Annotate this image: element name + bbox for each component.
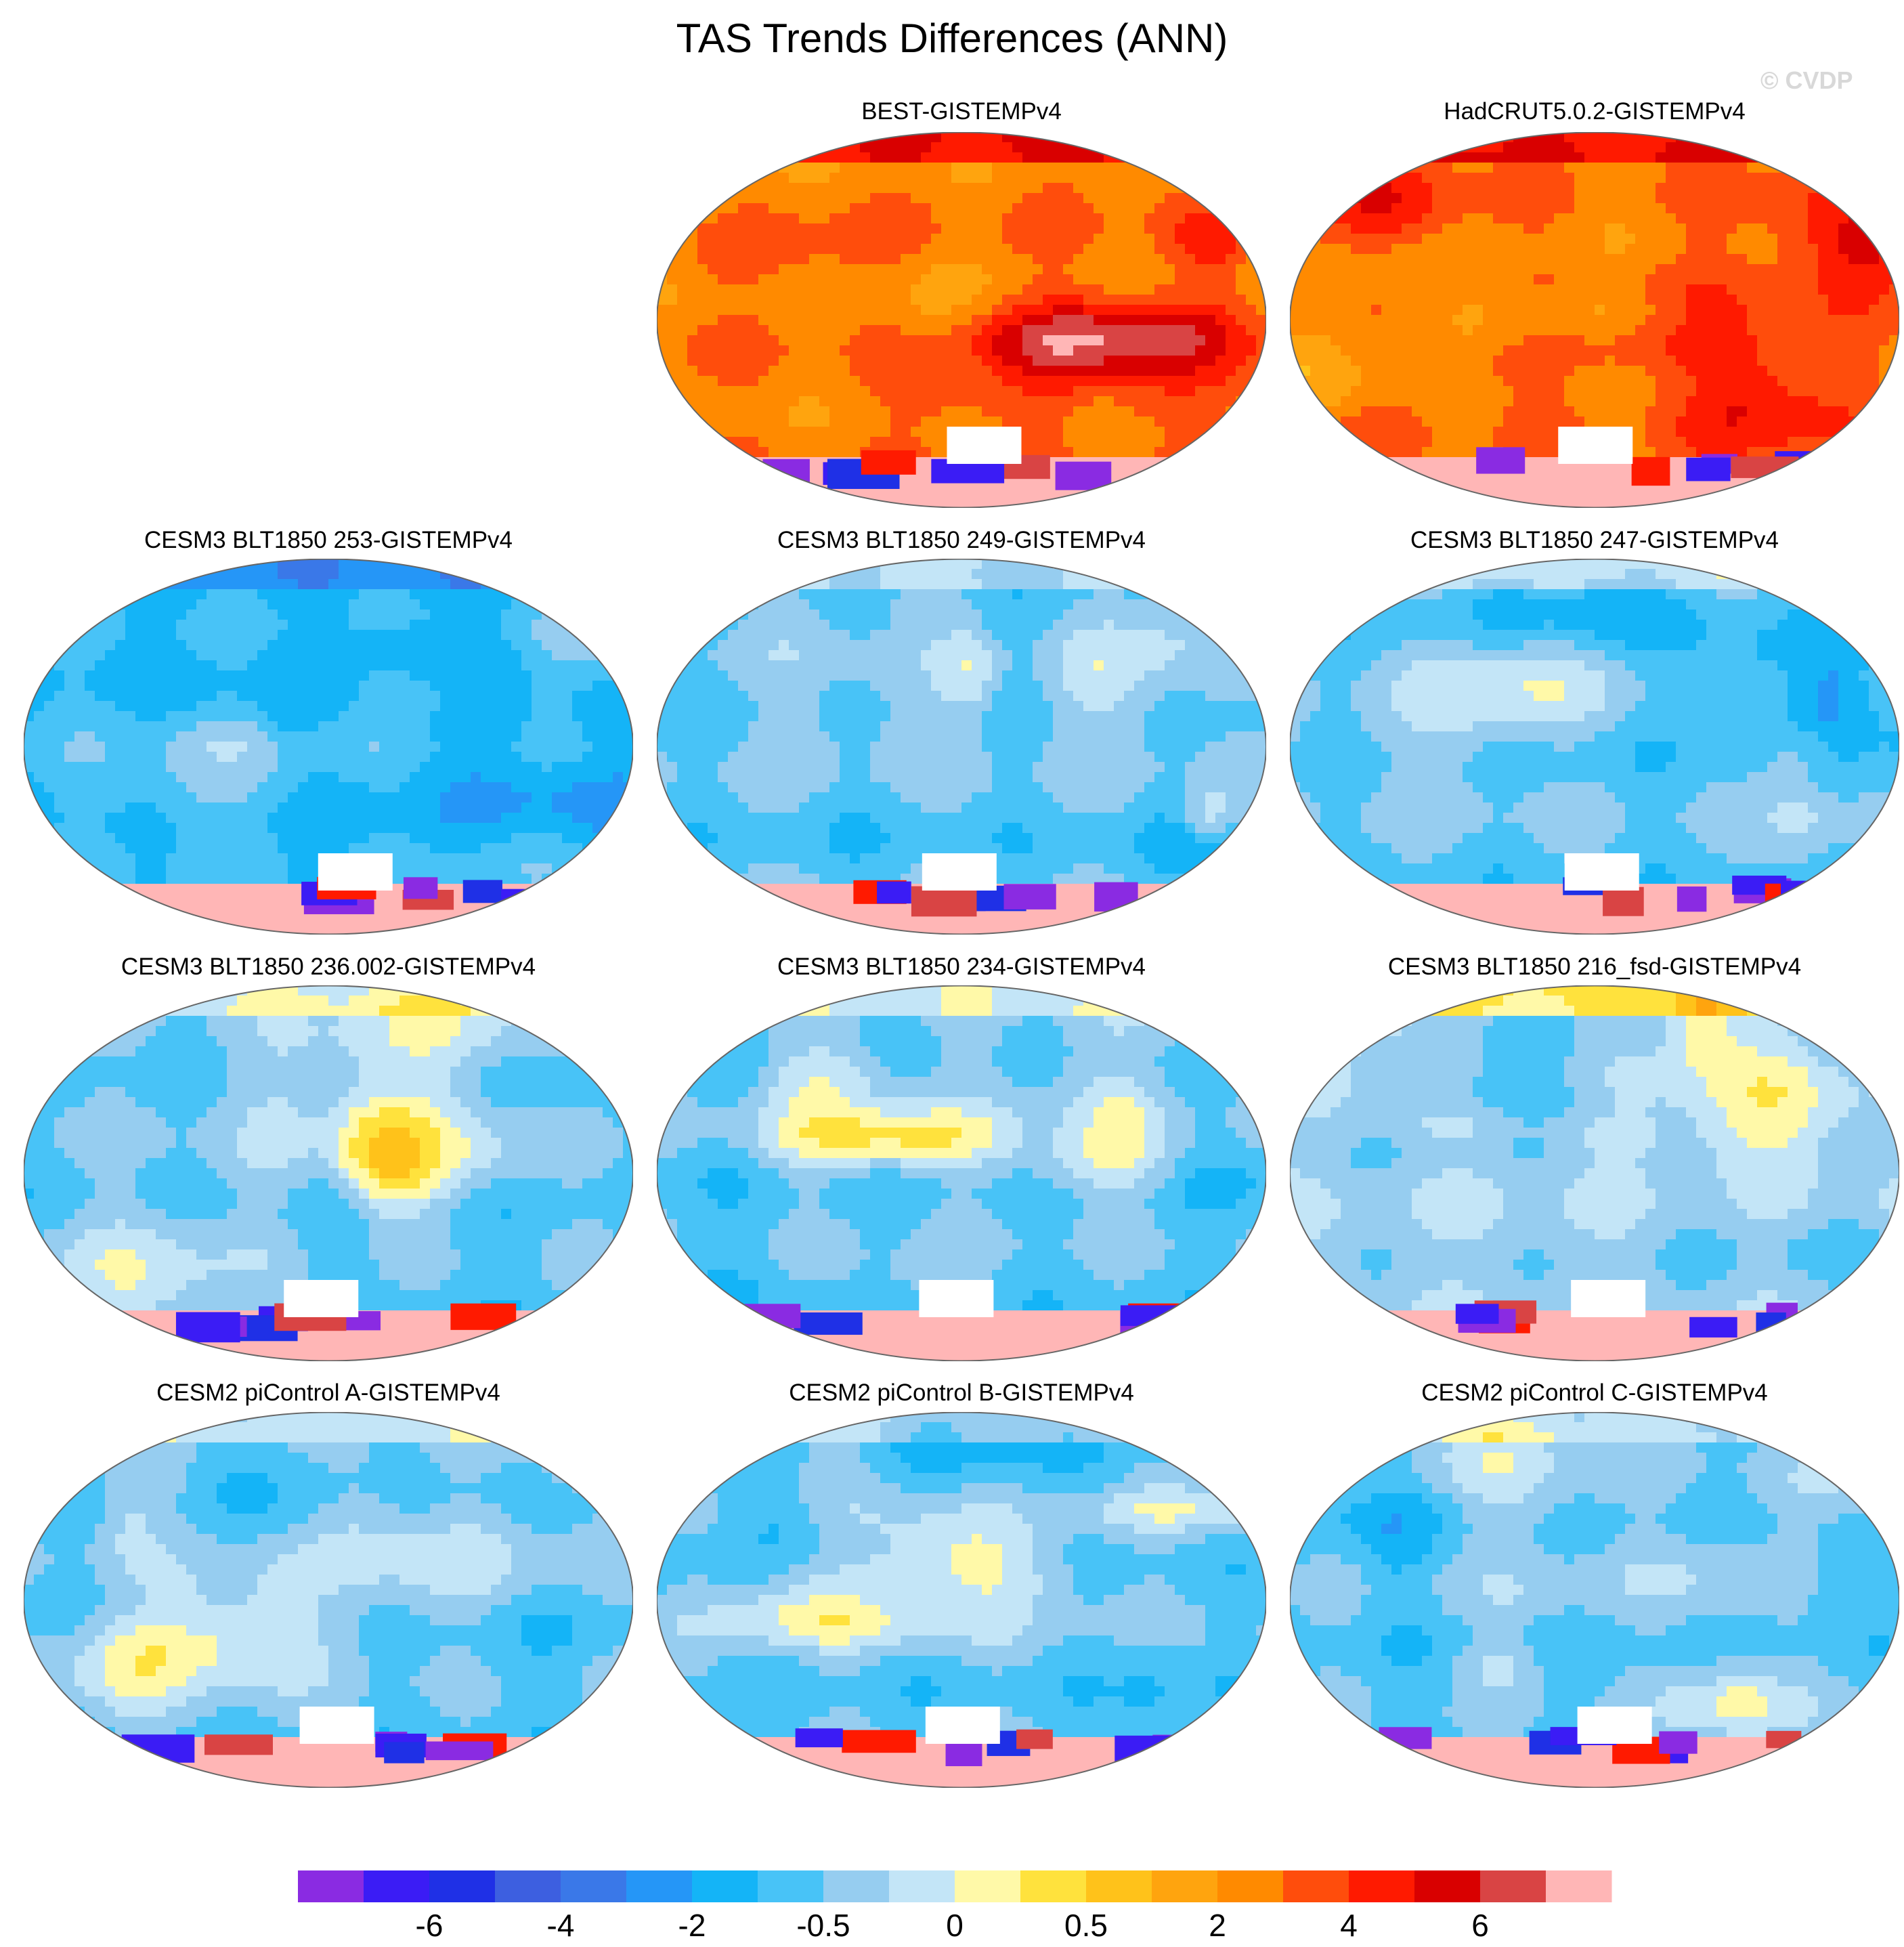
map-pia (24, 1412, 633, 1788)
figure-title: TAS Trends Differences (ANN) (0, 15, 1904, 62)
map-outline (657, 559, 1266, 935)
colorbar-box (364, 1870, 430, 1902)
map-c216 (1290, 985, 1899, 1361)
colorbar-box (692, 1870, 758, 1902)
map-outline (24, 1412, 633, 1788)
panel-title-best: BEST-GISTEMPv4 (643, 98, 1280, 125)
colorbar-box (626, 1870, 693, 1902)
colorbar-tick-label: -0.5 (796, 1908, 850, 1943)
map-outline (657, 1412, 1266, 1788)
map-c236 (24, 985, 633, 1361)
map-pic (1290, 1412, 1899, 1788)
colorbar-tick-label: -6 (416, 1908, 443, 1943)
colorbar-box (429, 1870, 496, 1902)
watermark: © CVDP (1760, 66, 1853, 95)
colorbar-tick-label: 2 (1209, 1908, 1226, 1943)
map-field-hadcrut (1290, 132, 1899, 508)
map-field-c216 (1290, 985, 1899, 1361)
map-field-pib (657, 1412, 1266, 1788)
map-c234 (657, 985, 1266, 1361)
colorbar-box (1086, 1870, 1152, 1902)
map-field-c236 (24, 985, 633, 1361)
colorbar-box (1217, 1870, 1284, 1902)
map-field-pic (1290, 1412, 1899, 1788)
colorbar-box (1414, 1870, 1481, 1902)
colorbar-tick-label: 0.5 (1064, 1908, 1108, 1943)
panel-title-hadcrut: HadCRUT5.0.2-GISTEMPv4 (1276, 98, 1904, 125)
map-field-c234 (657, 985, 1266, 1361)
map-outline (24, 559, 633, 935)
colorbar-tick-label: -4 (547, 1908, 575, 1943)
map-field-c249 (657, 559, 1266, 935)
colorbar-box (1283, 1870, 1349, 1902)
colorbar-box (889, 1870, 955, 1902)
colorbar-box (758, 1870, 824, 1902)
colorbar-tick-label: 4 (1340, 1908, 1358, 1943)
map-outline (24, 985, 633, 1361)
colorbar-box (1020, 1870, 1087, 1902)
map-field-pia (24, 1412, 633, 1788)
panel-title-pia: CESM2 piControl A-GISTEMPv4 (10, 1379, 647, 1407)
map-outline (1290, 1412, 1899, 1788)
panel-title-c249: CESM3 BLT1850 249-GISTEMPv4 (643, 527, 1280, 554)
map-outline (1290, 985, 1899, 1361)
map-c253 (24, 559, 633, 935)
panel-title-pib: CESM2 piControl B-GISTEMPv4 (643, 1379, 1280, 1407)
map-field-best (657, 132, 1266, 508)
panel-title-c234: CESM3 BLT1850 234-GISTEMPv4 (643, 954, 1280, 981)
map-hadcrut (1290, 132, 1899, 508)
map-outline (657, 132, 1266, 508)
colorbar-tick-label: -2 (678, 1908, 706, 1943)
colorbar-box (955, 1870, 1021, 1902)
map-outline (1290, 559, 1899, 935)
map-outline (657, 985, 1266, 1361)
colorbar-box (495, 1870, 561, 1902)
colorbar-box (1480, 1870, 1546, 1902)
map-c247 (1290, 559, 1899, 935)
panel-title-c236: CESM3 BLT1850 236.002-GISTEMPv4 (10, 954, 647, 981)
panel-title-c253: CESM3 BLT1850 253-GISTEMPv4 (10, 527, 647, 554)
colorbar-box (1546, 1870, 1612, 1902)
panel-title-pic: CESM2 piControl C-GISTEMPv4 (1276, 1379, 1904, 1407)
colorbar-box (561, 1870, 627, 1902)
map-field-c247 (1290, 559, 1899, 935)
panel-title-c247: CESM3 BLT1850 247-GISTEMPv4 (1276, 527, 1904, 554)
colorbar-box (1349, 1870, 1415, 1902)
panel-title-c216: CESM3 BLT1850 216_fsd-GISTEMPv4 (1276, 954, 1904, 981)
colorbar-tick-label: 6 (1471, 1908, 1489, 1943)
colorbar-tick-label: 0 (946, 1908, 964, 1943)
colorbar-box (298, 1870, 364, 1902)
colorbar-box (823, 1870, 890, 1902)
map-outline (1290, 132, 1899, 508)
map-field-c253 (24, 559, 633, 935)
map-pib (657, 1412, 1266, 1788)
map-best (657, 132, 1266, 508)
map-c249 (657, 559, 1266, 935)
colorbar-box (1152, 1870, 1218, 1902)
